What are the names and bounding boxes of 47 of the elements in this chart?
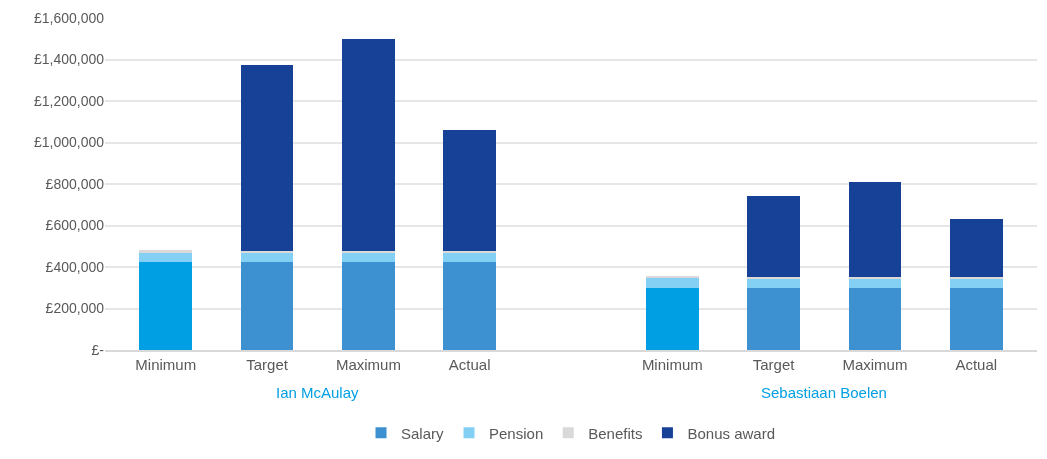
y-tick-label: £1,200,000 [33, 92, 105, 109]
bar [443, 250, 497, 253]
bar [240, 261, 294, 350]
bar [949, 219, 1003, 278]
bar [443, 129, 497, 251]
text: Ian McAulay [276, 384, 360, 401]
y-tick-label: £600,000 [45, 217, 105, 234]
bar [240, 252, 294, 262]
bar [848, 181, 902, 278]
y-tick-label: £400,000 [45, 258, 105, 275]
x-tick-label: Actual [955, 356, 998, 373]
text: Sebastiaan Boelen [761, 384, 887, 401]
bar [848, 278, 902, 288]
x-tick-label: Maximum [842, 356, 908, 373]
bar [443, 252, 497, 262]
x-tick-label: Minimum [641, 356, 703, 373]
bar [139, 252, 193, 263]
legend-label: Bonus award [687, 424, 775, 442]
bar [747, 287, 800, 350]
bar [645, 278, 699, 288]
bar [645, 287, 699, 350]
bar [949, 287, 1003, 350]
x-tick-label: Target [246, 356, 289, 373]
y-tick-label: £800,000 [45, 175, 105, 192]
x-tick-label: Actual [448, 356, 491, 373]
legend-label: Benefits [588, 424, 643, 442]
bar [747, 195, 800, 278]
bar [240, 64, 294, 252]
y-tick-label: £1,000,000 [33, 134, 105, 151]
bar [443, 261, 497, 350]
y-tick-label: £200,000 [45, 300, 105, 317]
bar [139, 262, 193, 350]
y-tick-label: £1,600,000 [33, 9, 105, 26]
x-tick-label: Maximum [335, 356, 401, 373]
legend-label: Pension [489, 424, 544, 442]
bar [848, 287, 902, 350]
legend-label: Salary [401, 424, 445, 442]
bar [342, 252, 395, 262]
bar [747, 278, 800, 288]
bar [139, 250, 193, 253]
y-tick-label: £1,400,000 [33, 51, 105, 68]
bar [342, 38, 395, 252]
bar [342, 261, 395, 350]
x-tick-label: Target [752, 356, 796, 373]
bar [949, 278, 1003, 288]
x-tick-label: Minimum [135, 356, 197, 373]
y-tick-label: £- [91, 341, 105, 358]
